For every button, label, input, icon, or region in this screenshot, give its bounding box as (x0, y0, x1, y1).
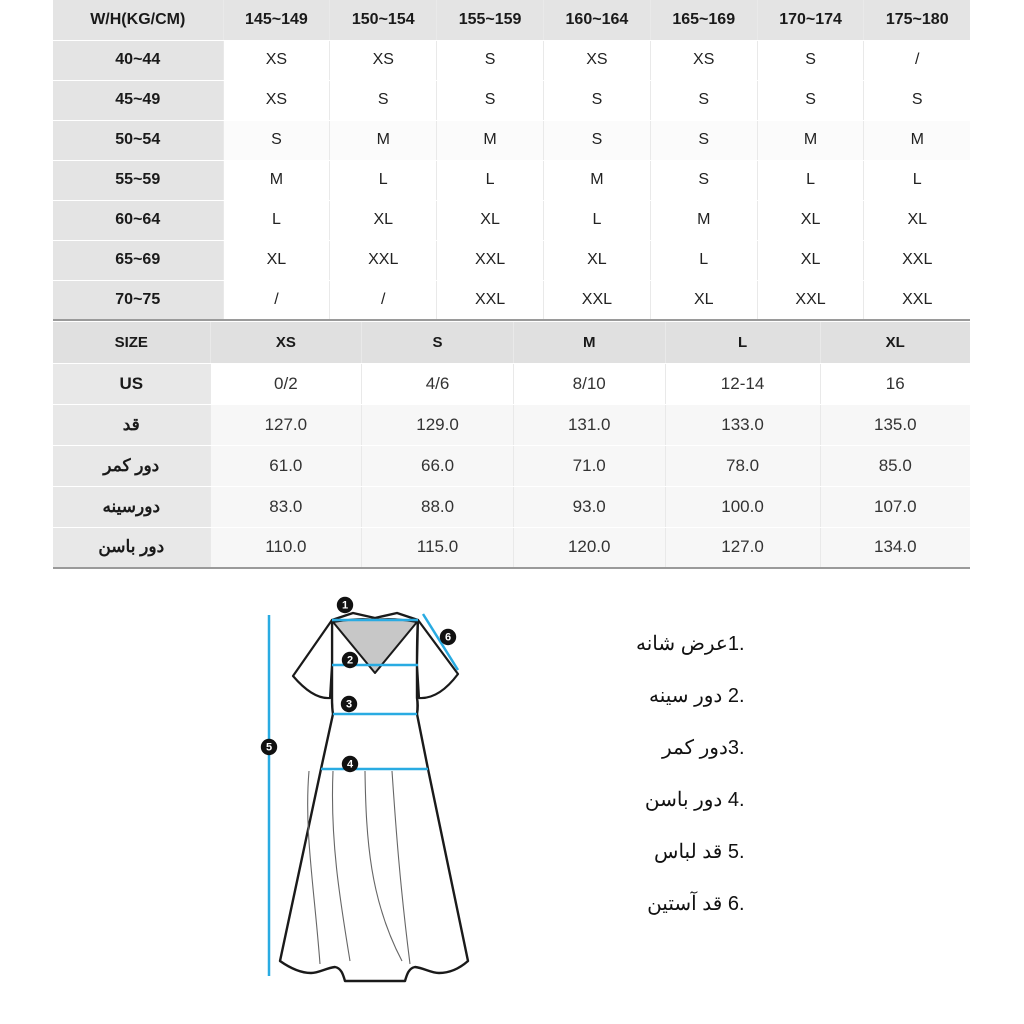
svg-text:3: 3 (346, 699, 352, 711)
svg-text:6: 6 (445, 632, 451, 644)
svg-text:4: 4 (347, 759, 354, 771)
svg-text:1: 1 (342, 600, 348, 612)
svg-text:2: 2 (347, 655, 353, 667)
svg-text:5: 5 (266, 742, 272, 754)
